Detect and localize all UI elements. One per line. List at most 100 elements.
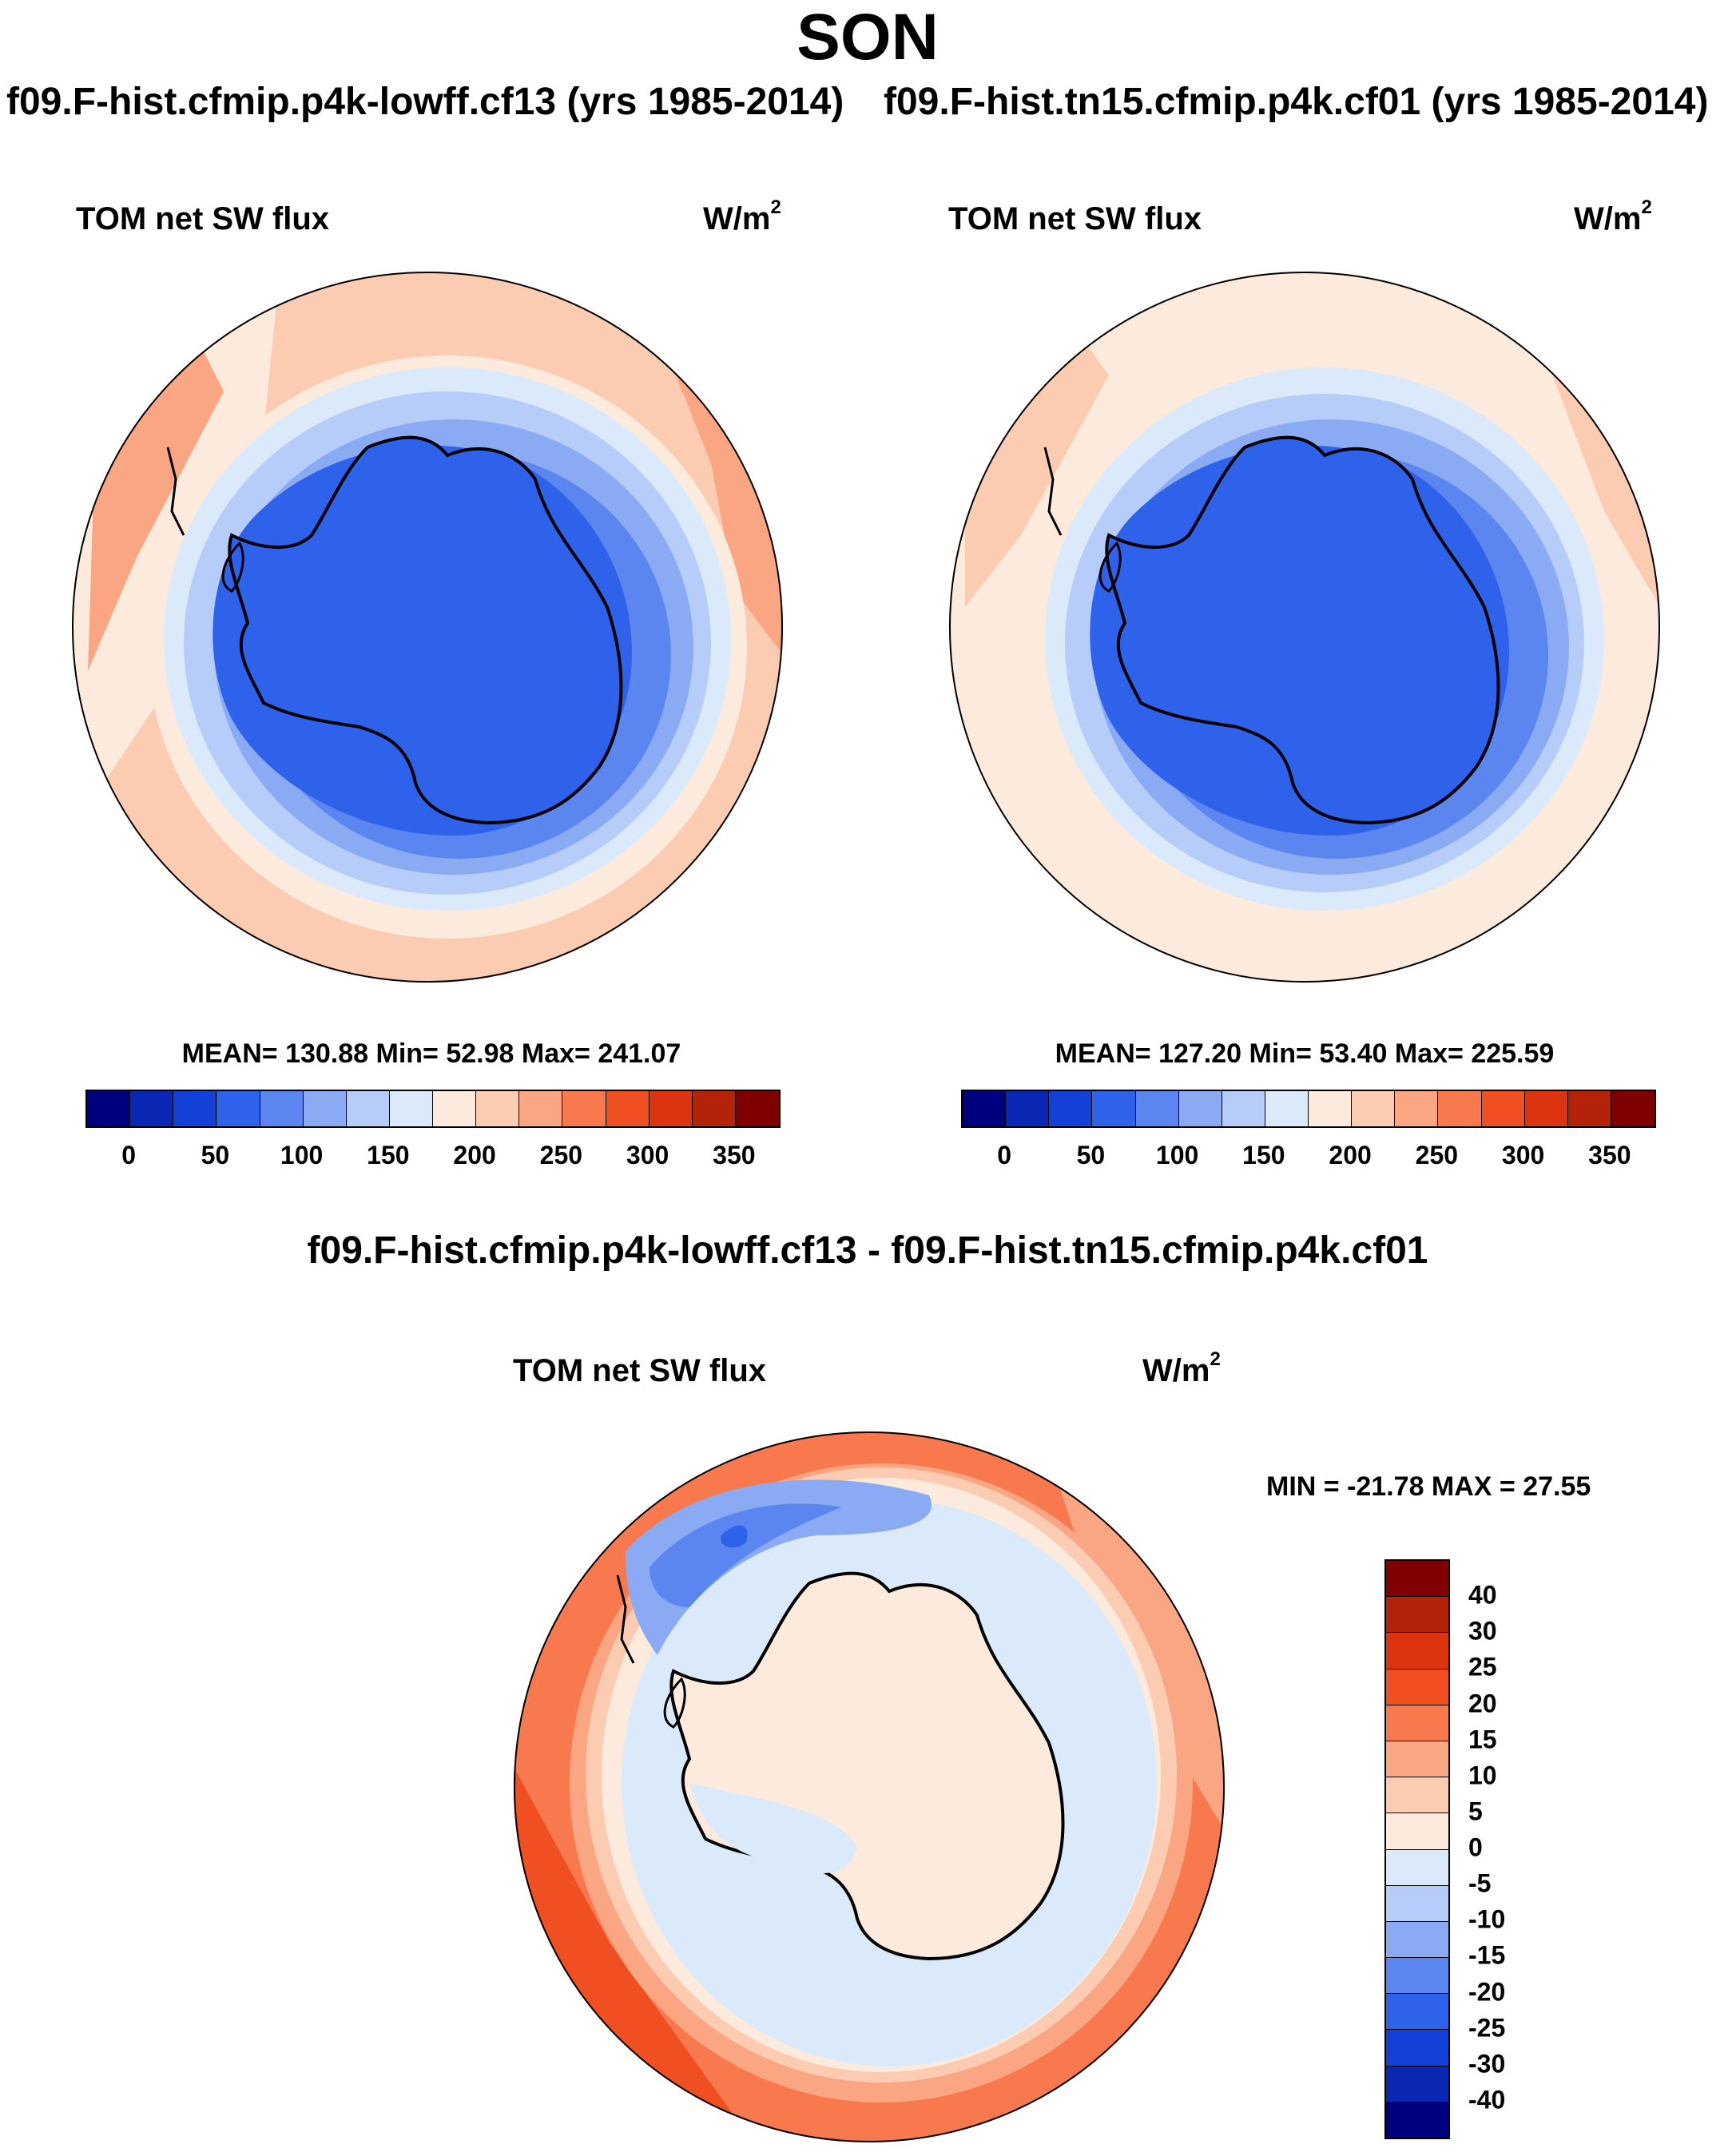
panel-2-colorbar-label: 200 <box>1329 1141 1372 1169</box>
panel-1-colorbar-label: 300 <box>626 1141 669 1169</box>
panel-2-colorbar-label: 250 <box>1415 1141 1459 1169</box>
panel-1-colorbar-box <box>519 1091 563 1126</box>
panel-1-case-title: f09.F-hist.cfmip.p4k-lowff.cf13 (yrs 198… <box>6 81 844 123</box>
panel-1-units: W/m2 <box>703 197 781 236</box>
panel-1-colorbar-label: 200 <box>453 1141 496 1169</box>
panel-1-colorbar-label: 50 <box>201 1141 230 1169</box>
panel-2-colorbar <box>961 1090 1656 1128</box>
diff-colorbar-label: 15 <box>1468 1725 1497 1754</box>
diff-colorbar <box>1384 1559 1450 2139</box>
diff-colorbar-label: -40 <box>1468 2085 1506 2114</box>
panel-2-colorbar-box <box>1135 1091 1179 1126</box>
panel-1-colorbar-box <box>87 1091 131 1126</box>
panel-1-colorbar-box <box>649 1091 693 1126</box>
panel-2-colorbar-box <box>1265 1091 1309 1126</box>
panel-1-colorbar-box <box>433 1091 477 1126</box>
panel-1-colorbar-box <box>260 1091 304 1126</box>
panel-2-colorbar-box <box>1178 1091 1222 1126</box>
diff-colorbar-box <box>1386 1813 1448 1850</box>
panel-1-colorbar-label: 150 <box>367 1141 410 1169</box>
panel-2-colorbar-label: 300 <box>1501 1141 1545 1169</box>
diff-panel-variable: TOM net SW flux <box>513 1353 767 1388</box>
panel-2-colorbar-box <box>1611 1091 1655 1126</box>
panel-1-colorbar-label: 350 <box>713 1141 756 1169</box>
diff-colorbar-box <box>1386 1921 1448 1959</box>
panel-2-colorbar-box <box>1352 1091 1396 1126</box>
diff-colorbar-box <box>1386 1741 1448 1778</box>
diff-colorbar-box <box>1386 1849 1448 1886</box>
diff-colorbar-label: 0 <box>1468 1832 1483 1862</box>
diff-colorbar-box <box>1386 1669 1448 1705</box>
panel-2-colorbar-box <box>1481 1091 1525 1126</box>
panel-1-colorbar-box <box>606 1091 650 1126</box>
panel-2-colorbar-label: 0 <box>997 1141 1012 1169</box>
diff-colorbar-box <box>1386 2102 1448 2138</box>
diff-colorbar-label: -30 <box>1468 2049 1506 2079</box>
panel-2-units: W/m2 <box>1574 197 1652 236</box>
panel-1-colorbar-label: 100 <box>280 1141 324 1169</box>
diff-colorbar-box <box>1386 1777 1448 1814</box>
panel-1-variable: TOM net SW flux <box>76 201 330 236</box>
panel-1-colorbar-box <box>389 1091 433 1126</box>
panel-2-colorbar-box <box>1006 1091 1050 1126</box>
panel-1-colorbar-box <box>692 1091 736 1126</box>
diff-colorbar-label: 25 <box>1468 1652 1497 1681</box>
diff-colorbar-box <box>1386 2066 1448 2102</box>
panel-2-colorbar-box <box>1395 1091 1439 1126</box>
diff-colorbar-box <box>1386 1994 1448 2031</box>
diff-colorbar-label: -20 <box>1468 1977 1506 2006</box>
diff-colorbar-box <box>1386 1633 1448 1670</box>
diff-colorbar-label: 30 <box>1468 1616 1497 1646</box>
diff-colorbar-box <box>1386 1597 1448 1634</box>
diff-colorbar-label: -5 <box>1468 1868 1492 1898</box>
diff-colorbar-box <box>1386 1561 1448 1598</box>
panel-1-stats: MEAN= 130.88 Min= 52.98 Max= 241.07 <box>181 1038 681 1069</box>
panel-2-colorbar-box <box>1049 1091 1093 1126</box>
panel-2-stats: MEAN= 127.20 Min= 53.40 Max= 225.59 <box>1055 1038 1555 1069</box>
panel-1-colorbar-box <box>735 1091 779 1126</box>
panel-2-case-title: f09.F-hist.tn15.cfmip.p4k.cf01 (yrs 1985… <box>884 81 1709 123</box>
panel-1-colorbar-label: 250 <box>539 1141 583 1169</box>
panel-2-colorbar-box <box>1092 1091 1136 1126</box>
panel-1-colorbar-box <box>476 1091 520 1126</box>
panel-1-colorbar-label: 0 <box>121 1141 137 1169</box>
diff-colorbar-label: 40 <box>1468 1580 1497 1610</box>
panel-2-colorbar-label: 50 <box>1076 1141 1106 1169</box>
figure-title: SON <box>796 1 939 73</box>
panel-2-colorbar-box <box>1438 1091 1482 1126</box>
diff-colorbar-box <box>1386 2030 1448 2067</box>
panel-1-colorbar-box <box>562 1091 606 1126</box>
diff-panel-map <box>514 1431 1225 2142</box>
panel-2-colorbar-box <box>1222 1091 1265 1126</box>
panel-1-colorbar-box <box>346 1091 390 1126</box>
diff-panel-stats: MIN = -21.78 MAX = 27.55 <box>1266 1471 1591 1502</box>
panel-2-colorbar-label: 100 <box>1155 1141 1199 1169</box>
panel-1-colorbar-box <box>173 1091 217 1126</box>
panel-1-colorbar <box>85 1090 781 1128</box>
panel-1-colorbar-labels: 0 50 100 150 200 250 300 350 <box>85 1141 777 1173</box>
diff-colorbar-label: 10 <box>1468 1761 1497 1790</box>
diff-colorbar-label: -15 <box>1468 1940 1506 1970</box>
panel-2-colorbar-box <box>1567 1091 1611 1126</box>
panel-2-variable: TOM net SW flux <box>948 201 1202 236</box>
panel-2-map <box>949 272 1660 983</box>
panel-1-colorbar-box <box>130 1091 174 1126</box>
panel-2-colorbar-box <box>1524 1091 1568 1126</box>
diff-panel-units: W/m2 <box>1142 1348 1221 1388</box>
diff-colorbar-label: 5 <box>1468 1797 1483 1826</box>
panel-1-map <box>72 272 783 983</box>
diff-colorbar-label: -10 <box>1468 1904 1506 1934</box>
panel-2-colorbar-label: 350 <box>1588 1141 1631 1169</box>
diff-colorbar-label: 20 <box>1468 1689 1497 1717</box>
panel-2-colorbar-labels: 0 50 100 150 200 250 300 350 <box>961 1141 1653 1173</box>
diff-colorbar-box <box>1386 1705 1448 1741</box>
diff-panel-title: f09.F-hist.cfmip.p4k-lowff.cf13 - f09.F-… <box>307 1229 1428 1272</box>
panel-1-colorbar-box <box>303 1091 347 1126</box>
diff-colorbar-box <box>1386 1885 1448 1922</box>
diff-colorbar-box <box>1386 1958 1448 1995</box>
panel-2-colorbar-label: 150 <box>1242 1141 1285 1169</box>
panel-1-colorbar-box <box>217 1091 260 1126</box>
panel-2-colorbar-box <box>1309 1091 1353 1126</box>
panel-2-colorbar-box <box>963 1091 1007 1126</box>
diff-colorbar-label: -25 <box>1468 2013 1506 2043</box>
